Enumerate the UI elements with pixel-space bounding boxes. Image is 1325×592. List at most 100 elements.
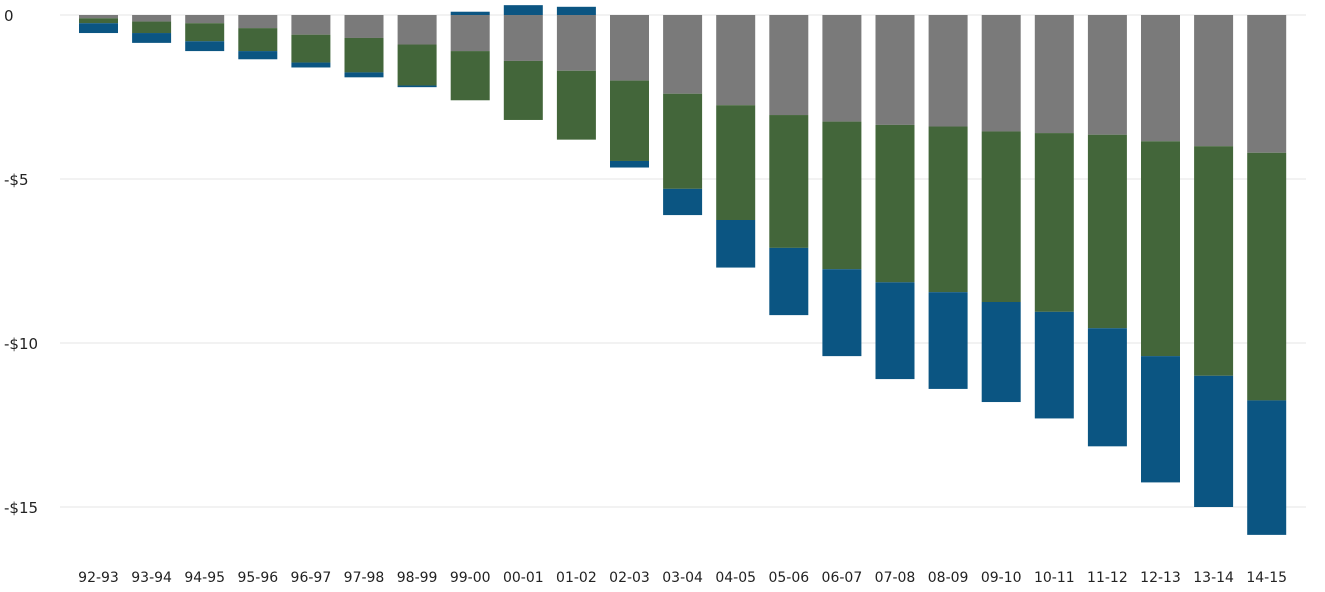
- x-tick-label: 07-08: [875, 570, 916, 586]
- bar-segment-series-3: [238, 51, 278, 60]
- bar-segment-series-1: [1194, 15, 1234, 147]
- bar-segment-series-3: [981, 302, 1021, 403]
- bar-segment-series-1: [928, 15, 968, 127]
- bar-segment-series-2: [875, 124, 915, 283]
- bar-segment-series-2: [663, 93, 703, 189]
- bar-segment-series-2: [450, 51, 490, 101]
- y-tick-label: 0: [4, 7, 14, 25]
- x-axis-tick-labels: 92-93 93-94 94-95 95-96 96-97 97-98 98-99 99-00…: [78, 570, 1287, 586]
- bar-segment-series-3: [875, 282, 915, 380]
- bar-segment-series-3: [132, 33, 172, 43]
- x-tick-label: 00-01: [503, 570, 544, 586]
- bar-segment-series-2: [1141, 141, 1180, 357]
- bar-segment-series-2: [132, 21, 172, 34]
- bar-segment-series-3: [822, 269, 862, 357]
- bar-segment-series-3: [663, 188, 703, 216]
- x-tick-label: 12-13: [1140, 570, 1181, 586]
- bar-segment-series-2: [1034, 133, 1074, 312]
- bar-segment-series-3: [556, 6, 596, 15]
- bar-segment-series-3: [1141, 356, 1180, 483]
- bar-segment-series-3: [1247, 400, 1287, 535]
- x-tick-label: 14-15: [1246, 570, 1287, 586]
- x-tick-label: 05-06: [768, 570, 809, 586]
- x-tick-label: 02-03: [609, 570, 650, 586]
- bar-segment-series-3: [716, 220, 756, 268]
- bar-segment-series-2: [79, 18, 118, 24]
- bar-segment-series-1: [132, 15, 172, 22]
- bar-segment-series-1: [503, 15, 543, 61]
- bar-segment-series-3: [397, 85, 437, 88]
- bar-segment-series-1: [450, 15, 490, 52]
- x-tick-label: 97-98: [344, 570, 385, 586]
- bar-segment-series-1: [238, 15, 278, 29]
- x-tick-label: 93-94: [131, 570, 172, 586]
- bar-segment-series-2: [981, 131, 1021, 302]
- bar-segment-series-1: [981, 15, 1021, 132]
- x-tick-label: 95-96: [237, 570, 278, 586]
- y-tick-label: -$10: [4, 335, 38, 353]
- x-tick-label: 99-00: [450, 570, 491, 586]
- bar-segment-series-2: [716, 105, 756, 220]
- x-tick-label: 09-10: [981, 570, 1022, 586]
- bar-segment-series-2: [1247, 152, 1287, 401]
- x-tick-label: 96-97: [291, 570, 332, 586]
- bar-segment-series-3: [1087, 328, 1127, 447]
- bar-segment-series-2: [822, 121, 862, 270]
- y-tick-label: -$5: [4, 171, 29, 189]
- x-tick-label: 03-04: [662, 570, 703, 586]
- bar-segment-series-1: [822, 15, 862, 122]
- bar-segment-series-1: [663, 15, 703, 94]
- bar-segment-series-1: [185, 15, 225, 24]
- bar-segment-series-2: [397, 44, 437, 86]
- bar-segment-series-1: [291, 15, 331, 35]
- bar-segment-series-2: [1194, 146, 1234, 376]
- bar-segment-series-3: [79, 23, 118, 34]
- bar-segment-series-1: [1087, 15, 1127, 135]
- bar-segment-series-3: [610, 160, 649, 168]
- bar-segment-series-3: [503, 5, 543, 15]
- bar-segment-series-2: [928, 126, 968, 293]
- bar-segment-series-1: [1034, 15, 1074, 134]
- bar-segment-series-3: [1034, 311, 1074, 419]
- bars: [79, 5, 1287, 535]
- x-tick-label: 10-11: [1034, 570, 1075, 586]
- x-tick-label: 04-05: [715, 570, 756, 586]
- x-tick-label: 98-99: [397, 570, 438, 586]
- bar-segment-series-3: [928, 292, 968, 389]
- bar-segment-series-3: [1194, 375, 1234, 507]
- bar-segment-series-1: [344, 15, 384, 38]
- bar-segment-series-3: [450, 11, 490, 15]
- bar-segment-series-2: [610, 80, 649, 161]
- bar-segment-series-2: [185, 23, 225, 42]
- bar-segment-series-2: [556, 70, 596, 140]
- x-tick-label: 01-02: [556, 570, 597, 586]
- x-tick-label: 92-93: [78, 570, 119, 586]
- bar-segment-series-3: [291, 62, 331, 68]
- bar-segment-series-1: [1141, 15, 1180, 142]
- bar-segment-series-1: [769, 15, 809, 116]
- bar-segment-series-2: [238, 28, 278, 52]
- bar-segment-series-1: [556, 15, 596, 71]
- x-tick-label: 06-07: [822, 570, 863, 586]
- bar-segment-series-1: [875, 15, 915, 125]
- x-tick-label: 94-95: [184, 570, 225, 586]
- y-tick-label: -$15: [4, 499, 38, 517]
- bar-segment-series-2: [1087, 134, 1127, 329]
- bar-segment-series-3: [185, 41, 225, 52]
- bar-segment-series-1: [79, 15, 118, 19]
- bar-segment-series-2: [291, 34, 331, 63]
- x-tick-label: 08-09: [928, 570, 969, 586]
- bar-segment-series-3: [769, 247, 809, 316]
- bar-segment-series-1: [1247, 15, 1287, 153]
- bar-segment-series-2: [503, 60, 543, 120]
- x-tick-label: 13-14: [1193, 570, 1234, 586]
- x-tick-label: 11-12: [1087, 570, 1128, 586]
- y-axis-tick-labels: 0 -$5 -$10 -$15: [4, 7, 38, 517]
- bar-segment-series-2: [344, 37, 384, 73]
- bar-segment-series-1: [610, 15, 649, 81]
- bar-segment-series-1: [397, 15, 437, 45]
- bar-segment-series-3: [344, 72, 384, 78]
- bar-segment-series-2: [769, 115, 809, 248]
- bar-segment-series-1: [716, 15, 756, 106]
